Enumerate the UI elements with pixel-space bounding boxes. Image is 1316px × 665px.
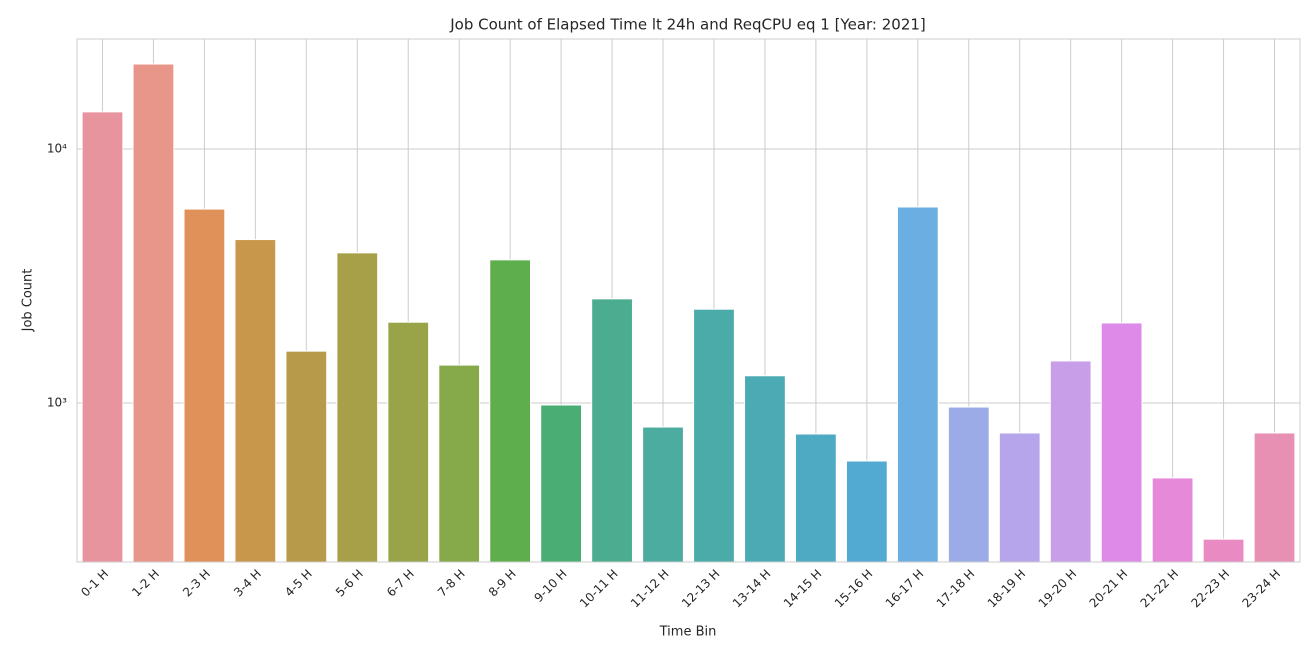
x-tick-label: 11-12 H [628,567,672,611]
x-tick-label: 1-2 H [129,567,162,600]
bar [1100,322,1143,563]
bar [642,426,684,563]
bar [845,460,888,563]
bar [489,259,532,563]
y-tick-label: 10³ [47,395,67,409]
bar [285,350,328,563]
x-tick-label: 22-23 H [1189,567,1233,611]
bar [1151,477,1194,563]
bar [132,63,175,563]
x-tick-label: 20-21 H [1087,567,1131,611]
bar [1202,538,1245,563]
x-tick-label: 15-16 H [832,567,876,611]
x-tick-label: 14-15 H [781,567,825,611]
x-tick-label: 4-5 H [282,567,315,600]
x-tick-label: 19-20 H [1036,567,1080,611]
bar [998,432,1041,563]
x-tick-label: 6-7 H [384,567,417,600]
x-tick-label: 12-13 H [679,567,723,611]
plot-frame [76,38,1301,563]
bar [540,404,582,563]
bar [795,433,837,563]
x-tick-label: 17-18 H [934,567,978,611]
y-tick-label: 10⁴ [47,141,67,155]
x-tick-label: 10-11 H [577,567,621,611]
bar [1049,360,1092,563]
y-axis-label: Job Count [21,269,36,333]
bar [693,308,735,563]
x-tick-label: 5-6 H [333,567,366,600]
bar [81,111,124,563]
bar [387,321,430,563]
bar [947,406,990,563]
bar [896,206,939,563]
x-tick-label: 13-14 H [730,567,774,611]
x-tick-label: 8-9 H [486,567,519,600]
x-tick-label: 2-3 H [180,567,213,600]
x-tick-label: 0-1 H [78,567,111,600]
chart-title: Job Count of Elapsed Time lt 24h and Req… [449,16,926,34]
x-tick-label: 16-17 H [883,567,927,611]
bar [438,364,481,563]
bar [744,375,786,563]
bar [591,298,633,563]
bar [183,208,226,563]
x-tick-label: 21-22 H [1138,567,1182,611]
x-tick-label: 18-19 H [985,567,1029,611]
bar [234,239,277,563]
bar [336,252,379,563]
bar [1253,432,1296,563]
x-tick-label: 9-10 H [531,567,569,605]
x-tick-label: 7-8 H [435,567,468,600]
x-tick-label: 3-4 H [231,567,264,600]
x-axis-label: Time Bin [659,625,717,640]
x-tick-label: 23-24 H [1239,567,1283,611]
